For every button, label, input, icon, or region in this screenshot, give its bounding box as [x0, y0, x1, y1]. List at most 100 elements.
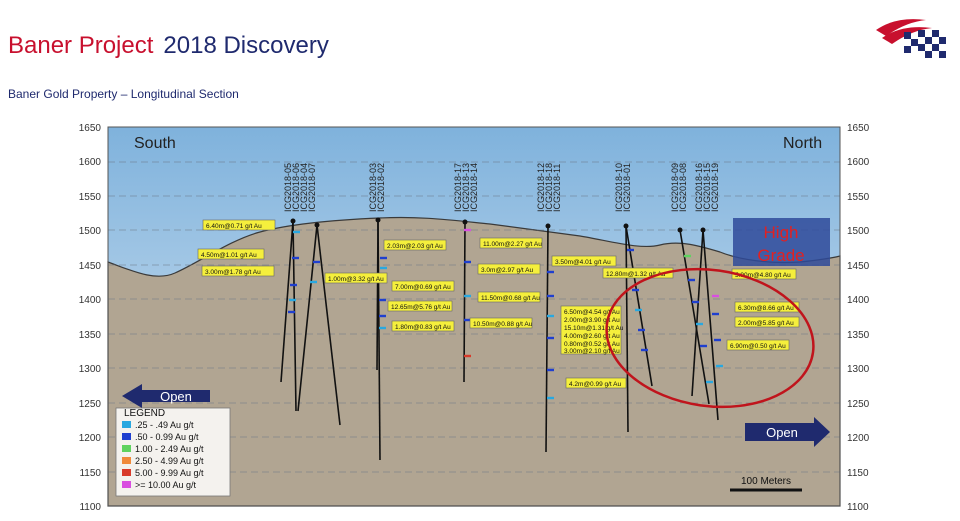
- callout-9: 11.00m@2.27 g/t Au: [479, 237, 543, 249]
- legend-label-6: >= 10.00 Au g/t: [135, 480, 197, 490]
- svg-text:6.90m@0.50 g/t Au: 6.90m@0.50 g/t Au: [730, 343, 786, 350]
- svg-text:1.00m@3.32 g/t Au: 1.00m@3.32 g/t Au: [328, 276, 384, 283]
- section-frame: [107, 126, 841, 507]
- callout-18: 6.30m@8.66 g/t Au: [734, 301, 800, 313]
- page-subtitle: Baner Gold Property – Longitudinal Secti…: [8, 87, 239, 101]
- trace-icg2018-01: [625, 225, 653, 387]
- svg-text:Open: Open: [766, 425, 798, 440]
- hole-label: ICG2018-02: [376, 163, 386, 212]
- hole-label: ICG2018-01: [622, 163, 632, 212]
- elev-right-1200: 1200: [847, 433, 870, 444]
- hole-label: ICG2018-16: [694, 163, 704, 212]
- legend-label-4: 2.50 - 4.99 Au g/t: [135, 456, 204, 466]
- elev-right-1650: 1650: [847, 123, 870, 134]
- elev-left-1450: 1450: [79, 261, 102, 272]
- callout-15: 6.50m@4.54 g/t Au 2.00m@3.90 g/t Au 15.1…: [560, 305, 624, 355]
- open-arrow-left: Open: [122, 384, 210, 408]
- hole-label: ICG2018-07: [307, 163, 317, 212]
- legend-label-2: .50 - 0.99 Au g/t: [135, 432, 199, 442]
- svg-text:6.30m@8.66 g/t Au: 6.30m@8.66 g/t Au: [738, 305, 794, 312]
- legend-title: LEGEND: [124, 408, 165, 419]
- high-grade-line2: Grade: [757, 246, 804, 265]
- callout-1: 6.40m@0.71 g/t Au: [202, 219, 276, 231]
- callout-7: 12.65m@5.76 g/t Au: [387, 300, 453, 312]
- elev-left-1250: 1250: [79, 399, 102, 410]
- hole-label: ICG2018-13: [461, 163, 471, 212]
- svg-text:4.2m@0.99 g/t Au: 4.2m@0.99 g/t Au: [569, 381, 622, 388]
- legend-label-3: 1.00 - 2.49 Au g/t: [135, 444, 204, 454]
- high-grade-ellipse: [605, 267, 815, 409]
- svg-text:10.50m@0.88 g/t Au: 10.50m@0.88 g/t Au: [473, 321, 533, 328]
- trace-icg2018-10: [625, 225, 629, 433]
- hole-label: ICG2018-09: [670, 163, 680, 212]
- hole-label: ICG2018-19: [710, 163, 720, 212]
- svg-text:3.0m@2.97 g/t Au: 3.0m@2.97 g/t Au: [481, 267, 534, 274]
- svg-text:11.50m@0.68 g/t Au: 11.50m@0.68 g/t Au: [481, 295, 540, 302]
- elev-left-1400: 1400: [79, 295, 102, 306]
- elev-left-1300: 1300: [79, 364, 102, 375]
- svg-text:4.00m@2.60 g/t Au: 4.00m@2.60 g/t Au: [564, 333, 620, 340]
- trace-icg2018-06: [292, 220, 297, 412]
- elev-right-1300: 1300: [847, 364, 870, 375]
- elevation-axis-left: 1650 1600 1550 1500 1450 1400 1350 1300 …: [79, 123, 102, 513]
- callout-20: 6.90m@0.50 g/t Au: [726, 339, 790, 351]
- elev-right-1600: 1600: [847, 157, 870, 168]
- elev-left-1100: 1100: [79, 502, 101, 513]
- callout-6: 7.00m@0.69 g/t Au: [391, 280, 455, 292]
- elev-right-1500: 1500: [847, 226, 870, 237]
- elev-left-1550: 1550: [79, 192, 102, 203]
- trace-icg2018-02: [376, 219, 379, 371]
- svg-text:2.00m@5.85 g/t Au: 2.00m@5.85 g/t Au: [738, 320, 794, 327]
- drillhole-collars: [290, 217, 706, 233]
- svg-text:0.80m@0.52 g/t Au: 0.80m@0.52 g/t Au: [564, 341, 620, 348]
- callout-14: 12.80m@1.32 g/t Au: [602, 267, 674, 279]
- title-project: Baner Project: [8, 32, 154, 59]
- trace-icg2018-07: [316, 224, 341, 426]
- legend-swatch-6: [122, 481, 131, 488]
- elev-right-1400: 1400: [847, 295, 870, 306]
- legend: LEGEND .25 - .49 Au g/t .50 - 0.99 Au g/…: [115, 407, 231, 497]
- svg-text:4.50m@1.01 g/t Au: 4.50m@1.01 g/t Au: [201, 252, 257, 259]
- trace-icg2018-09: [679, 229, 710, 405]
- hole-label: ICG2018-06: [291, 163, 301, 212]
- intercept-callouts: 6.40m@0.71 g/t Au 4.50m@1.01 g/t Au 3.00…: [197, 219, 800, 389]
- elev-right-1550: 1550: [847, 192, 870, 203]
- callout-12: 10.50m@0.88 g/t Au: [469, 317, 533, 329]
- elev-right-1250: 1250: [847, 399, 870, 410]
- svg-text:1.80m@0.83 g/t Au: 1.80m@0.83 g/t Au: [395, 324, 451, 331]
- legend-label-1: .25 - .49 Au g/t: [135, 420, 194, 430]
- trace-icg2018-04: [297, 224, 318, 412]
- svg-text:5.90m@4.80 g/t Au: 5.90m@4.80 g/t Au: [735, 272, 791, 279]
- hole-label: ICG2018-08: [678, 163, 688, 212]
- svg-text:2.03m@2.03 g/t Au: 2.03m@2.03 g/t Au: [387, 243, 443, 250]
- callout-8: 1.80m@0.83 g/t Au: [391, 320, 455, 332]
- north-label: North: [783, 135, 822, 152]
- page-title: Baner Project 2018 Discovery: [8, 32, 329, 60]
- svg-text:12.65m@5.76 g/t Au: 12.65m@5.76 g/t Au: [391, 304, 451, 311]
- svg-text:3.50m@4.01 g/t Au: 3.50m@4.01 g/t Au: [555, 259, 611, 266]
- svg-text:6.40m@0.71 g/t Au: 6.40m@0.71 g/t Au: [206, 223, 262, 230]
- trace-icg2018-05: [280, 220, 294, 383]
- legend-swatch-3: [122, 445, 131, 452]
- elev-right-1150: 1150: [847, 468, 869, 479]
- elev-right-1350: 1350: [847, 330, 870, 341]
- elevation-gridlines: [108, 161, 840, 473]
- high-grade-box: [733, 218, 830, 266]
- elev-left-1200: 1200: [79, 433, 102, 444]
- svg-text:3.00m@2.10 g/t Au: 3.00m@2.10 g/t Au: [564, 348, 620, 355]
- callout-5: 2.03m@2.03 g/t Au: [383, 239, 447, 251]
- elev-left-1150: 1150: [79, 468, 101, 479]
- svg-text:2.00m@3.90 g/t Au: 2.00m@3.90 g/t Au: [564, 317, 620, 324]
- elev-left-1650: 1650: [79, 123, 102, 134]
- svg-text:15.10m@1.31 g/t Au: 15.10m@1.31 g/t Au: [564, 325, 624, 332]
- callout-4: 1.00m@3.32 g/t Au: [324, 272, 388, 284]
- callout-2: 4.50m@1.01 g/t Au: [197, 248, 265, 260]
- scale-label: 100 Meters: [741, 476, 791, 487]
- elev-left-1350: 1350: [79, 330, 102, 341]
- svg-text:Open: Open: [160, 389, 192, 404]
- legend-swatch-2: [122, 433, 131, 440]
- open-arrow-right: Open: [745, 417, 830, 447]
- hole-label: ICG2018-04: [299, 163, 309, 212]
- callout-19: 2.00m@5.85 g/t Au: [734, 316, 800, 328]
